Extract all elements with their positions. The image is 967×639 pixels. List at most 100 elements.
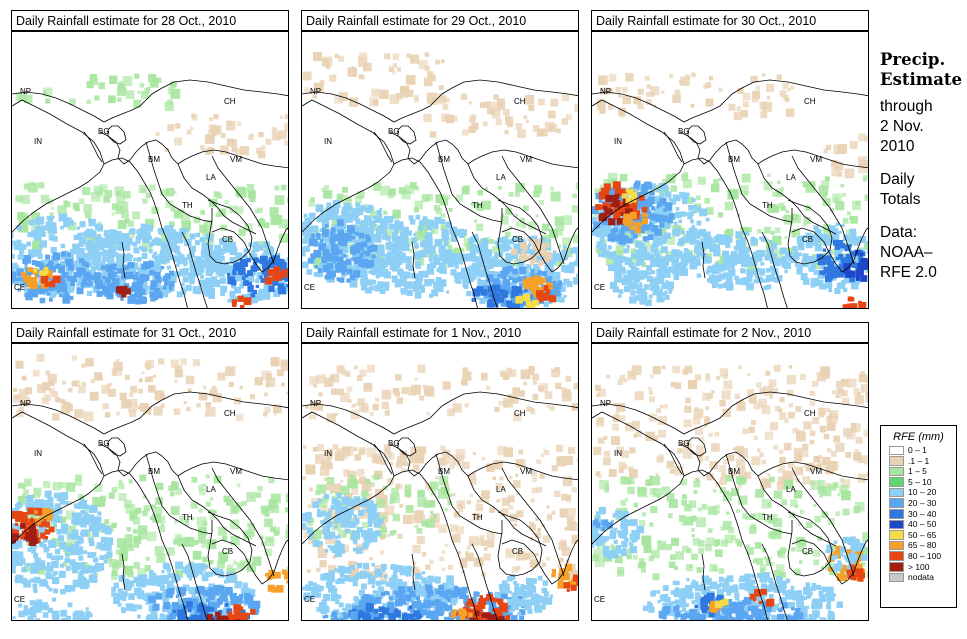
legend-label: > 100 (908, 561, 930, 572)
legend-label: 5 – 10 (908, 476, 932, 487)
map-panel-nov1: Daily Rainfall estimate for 1 Nov., 2010… (301, 322, 579, 621)
legend-label: 0 – 1 (908, 445, 927, 455)
legend-item: nodata (881, 572, 956, 583)
country-label: IN (324, 449, 332, 458)
country-label: BM (148, 467, 160, 476)
country-label: LA (496, 485, 506, 494)
country-label: LA (786, 173, 796, 182)
country-label: TH (472, 201, 483, 210)
country-label: NP (310, 399, 321, 408)
legend-swatch (889, 530, 904, 540)
caption-date-line1: 2 Nov. (880, 118, 924, 135)
legend-item: 0 – 1 (881, 445, 956, 456)
rainfall-field (302, 364, 578, 620)
country-labels: NP IN BG BM CH VM LA TH CB CE (14, 399, 242, 604)
country-labels: NP IN BG BM CH VM LA TH CB CE (594, 87, 822, 292)
legend-swatch (889, 487, 904, 498)
legend-item: .1 – 1 (881, 456, 956, 467)
legend-swatch (889, 519, 904, 530)
country-label: BM (438, 467, 450, 476)
country-label: VM (230, 467, 242, 476)
country-labels: NP IN BG BM CH VM LA TH CB CE (14, 87, 242, 292)
map-panel-nov2: Daily Rainfall estimate for 2 Nov., 2010… (591, 322, 869, 621)
legend-swatch (889, 498, 904, 508)
legend-label: 1 – 5 (908, 466, 927, 477)
legend-item: 50 – 65 (881, 530, 956, 541)
map-panel-oct30: Daily Rainfall estimate for 30 Oct., 201… (591, 10, 869, 309)
legend-label: 10 – 20 (908, 487, 937, 498)
country-label: VM (520, 467, 532, 476)
country-label: NP (20, 399, 31, 408)
caption-data: Data: (880, 224, 918, 241)
legend-label: 50 – 65 (908, 529, 937, 540)
country-label: VM (810, 467, 822, 476)
country-label: BM (148, 155, 160, 164)
country-label: BG (388, 127, 400, 136)
legend-swatch (889, 540, 904, 551)
legend-item: 40 – 50 (881, 519, 956, 530)
caption-product: RFE 2.0 (880, 264, 937, 281)
country-label: CH (514, 409, 526, 418)
country-label: IN (614, 137, 622, 146)
caption-through: through (880, 98, 933, 115)
legend-label: .1 – 1 (908, 455, 930, 466)
country-label: IN (614, 449, 622, 458)
country-label: BG (388, 439, 400, 448)
country-label: CE (14, 595, 25, 604)
rainfall-field (592, 72, 868, 308)
country-label: CB (512, 235, 523, 244)
country-label: CH (514, 97, 526, 106)
legend-label: nodata (908, 572, 934, 583)
caption-daily: Daily (880, 171, 915, 188)
country-labels: NP IN BG BM CH VM LA TH CB CE (594, 399, 822, 604)
legend-item: 20 – 30 (881, 498, 956, 509)
country-label: BG (678, 439, 690, 448)
rainfall-map: NP IN BG BM CH VM LA TH CB CE (11, 31, 289, 309)
country-boundaries (12, 79, 288, 308)
country-label: CB (802, 235, 813, 244)
map-panel-oct29: Daily Rainfall estimate for 29 Oct., 201… (301, 10, 579, 309)
legend-item: 1 – 5 (881, 466, 956, 477)
caption-source: NOAA– (880, 244, 933, 261)
side-caption: Precip. Estimate through 2 Nov. 2010 Dai… (880, 50, 964, 283)
map-panel-oct28: Daily Rainfall estimate for 28 Oct., 201… (11, 10, 289, 309)
country-label: TH (182, 201, 193, 210)
country-label: VM (520, 155, 532, 164)
country-label: BM (438, 155, 450, 164)
caption-title-line2: Estimate (880, 70, 963, 89)
rainfall-map: NP IN BG BM CH VM LA TH CB CE (591, 31, 869, 309)
country-label: BM (728, 467, 740, 476)
rainfall-map: NP IN BG BM CH VM LA TH CB CE (301, 343, 579, 621)
legend-label: 40 – 50 (908, 519, 937, 530)
country-label: LA (786, 485, 796, 494)
panel-title: Daily Rainfall estimate for 1 Nov., 2010 (301, 322, 579, 343)
legend-swatch (889, 509, 904, 519)
country-label: CE (594, 595, 605, 604)
country-label: CB (512, 547, 523, 556)
rainfall-field (12, 354, 288, 620)
caption-totals: Totals (880, 191, 921, 208)
panel-title: Daily Rainfall estimate for 2 Nov., 2010 (591, 322, 869, 343)
country-labels: NP IN BG BM CH VM LA TH CB CE (304, 399, 532, 604)
legend-swatch (889, 477, 904, 487)
legend-item: 5 – 10 (881, 477, 956, 488)
country-boundaries (302, 391, 578, 620)
country-label: LA (206, 173, 216, 182)
legend-label: 20 – 30 (908, 497, 937, 508)
country-label: CB (222, 235, 233, 244)
legend-label: 80 – 100 (908, 550, 942, 561)
rainfall-field (302, 52, 578, 308)
caption-title-line1: Precip. (880, 50, 946, 69)
country-label: NP (600, 399, 611, 408)
country-label: IN (34, 449, 42, 458)
country-label: CH (804, 97, 816, 106)
country-label: CE (594, 283, 605, 292)
rainfall-map: NP IN BG BM CH VM LA TH CB CE (11, 343, 289, 621)
map-panel-oct31: Daily Rainfall estimate for 31 Oct., 201… (11, 322, 289, 621)
panel-title: Daily Rainfall estimate for 29 Oct., 201… (301, 10, 579, 31)
legend-swatch (889, 551, 904, 561)
country-boundaries (302, 79, 578, 308)
country-labels: NP IN BG BM CH VM LA TH CB CE (304, 87, 532, 292)
country-label: NP (310, 87, 321, 96)
